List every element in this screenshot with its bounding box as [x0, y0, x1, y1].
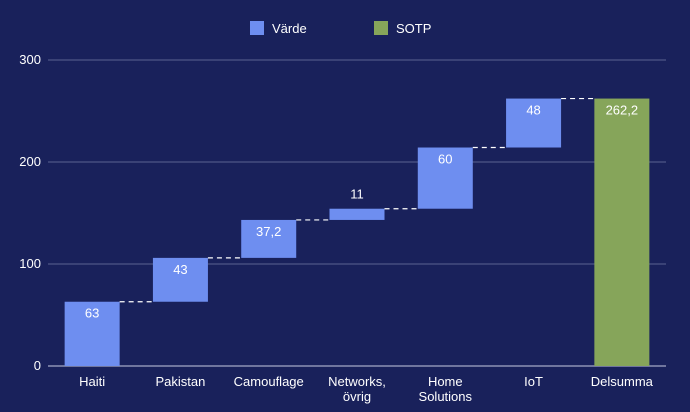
data-label: 37,2	[256, 224, 281, 239]
connectors	[119, 97, 595, 303]
legend-swatch	[250, 21, 264, 35]
legend-swatch	[374, 21, 388, 35]
x-tick-label: Pakistan	[155, 374, 205, 389]
data-labels: 63 43 37,2 11 60 48 262,2	[85, 103, 638, 321]
data-label: 43	[173, 262, 187, 277]
legend: Värde SOTP	[250, 21, 431, 36]
y-tick-label: 200	[19, 154, 41, 169]
value-bar	[506, 98, 562, 148]
total-bar	[594, 98, 650, 366]
legend-label: Värde	[272, 21, 307, 36]
y-axis: 0 100 200 300	[19, 52, 41, 373]
value-bar	[241, 219, 297, 258]
legend-item: SOTP	[374, 21, 431, 36]
x-tick-label: IoT	[524, 374, 543, 389]
data-label: 63	[85, 306, 99, 321]
data-label: 11	[350, 187, 364, 202]
legend-label: SOTP	[396, 21, 431, 36]
x-axis: Haiti Pakistan Camouflage Networks, övrig Hom…	[79, 374, 654, 404]
x-tick-label: Camouflage	[234, 374, 304, 389]
gridlines	[48, 59, 666, 367]
x-tick-label: Haiti	[79, 374, 105, 389]
y-tick-label: 100	[19, 256, 41, 271]
y-tick-label: 300	[19, 52, 41, 67]
value-bar	[152, 257, 208, 302]
bars	[64, 98, 650, 366]
x-tick-label: Home Solutions	[419, 374, 473, 404]
x-tick-label: Networks, övrig	[328, 374, 386, 404]
data-label: 48	[526, 103, 540, 118]
value-bar	[329, 208, 385, 220]
y-tick-label: 0	[34, 358, 41, 373]
data-label: 262,2	[606, 103, 639, 118]
data-label: 60	[438, 152, 452, 167]
value-bar	[64, 301, 120, 366]
legend-item: Värde	[250, 21, 307, 36]
value-bar	[417, 147, 473, 209]
x-tick-label: Delsumma	[591, 374, 654, 389]
